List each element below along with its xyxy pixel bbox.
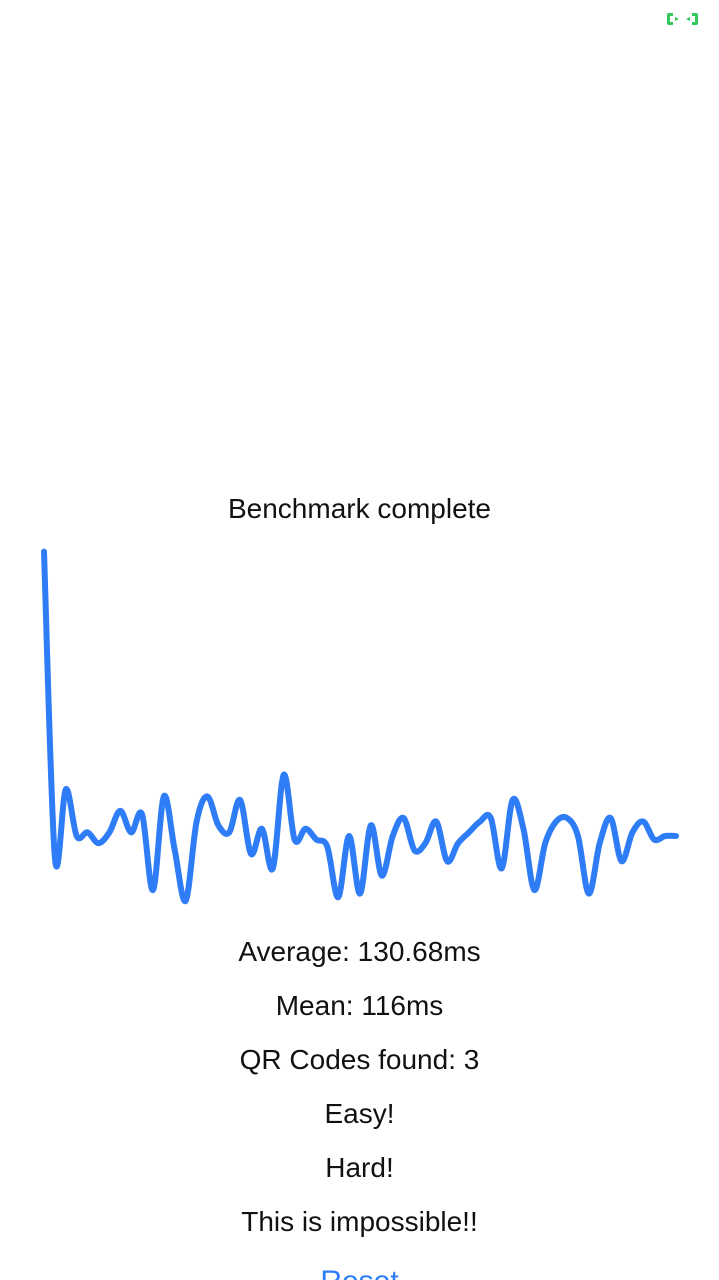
- chart-series-line: [41, 548, 679, 904]
- impossible-text: This is impossible!!: [241, 1206, 478, 1237]
- green-brackets-icon: [667, 13, 698, 25]
- qr-codes-found-text: QR Codes found: 3: [239, 1044, 480, 1075]
- hard-text: Hard!: [325, 1152, 394, 1183]
- average-text: Average: 130.68ms: [238, 936, 481, 967]
- benchmark-line-chart: [41, 548, 679, 904]
- mean-text: Mean: 116ms: [275, 990, 444, 1021]
- stats-list: Average: 130.68ms Mean: 116ms QR Codes f…: [0, 925, 719, 1249]
- easy-text: Easy!: [324, 1098, 395, 1129]
- page-title: Benchmark complete: [227, 493, 491, 524]
- reset-button[interactable]: Reset: [0, 1262, 719, 1280]
